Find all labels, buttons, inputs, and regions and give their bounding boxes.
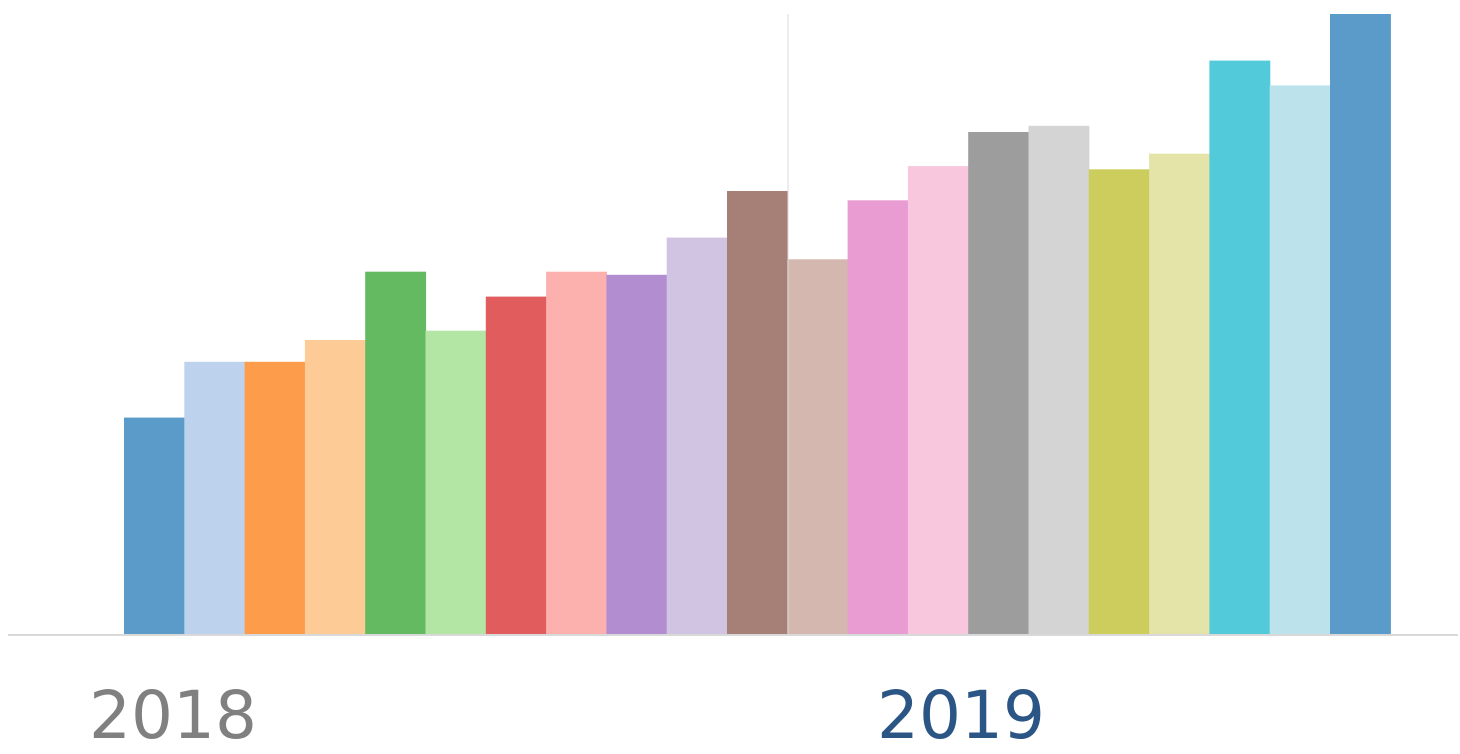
- bar-17: [1088, 169, 1150, 636]
- bar-2: [184, 361, 246, 635]
- bar-11: [727, 191, 788, 635]
- bar-8: [546, 271, 607, 635]
- bar-19: [1209, 60, 1271, 636]
- bar-12: [787, 259, 849, 635]
- bar-10: [666, 237, 728, 635]
- bar-21: [1330, 14, 1391, 635]
- bars-group: [124, 14, 1391, 636]
- bar-14: [907, 166, 969, 635]
- bar-13: [847, 200, 909, 636]
- bar-7: [485, 296, 547, 635]
- bar-9: [606, 274, 668, 635]
- bar-18: [1149, 153, 1210, 635]
- bar-4: [304, 340, 366, 635]
- bar-3: [244, 361, 306, 635]
- year-label-2018: 2018: [89, 677, 257, 749]
- bar-5: [365, 271, 427, 635]
- bar-16: [1028, 125, 1090, 636]
- bar-20: [1269, 85, 1331, 635]
- bar-15: [968, 132, 1030, 635]
- bar-1: [124, 417, 185, 635]
- year-label-2019: 2019: [877, 677, 1045, 749]
- bar-6: [425, 330, 487, 635]
